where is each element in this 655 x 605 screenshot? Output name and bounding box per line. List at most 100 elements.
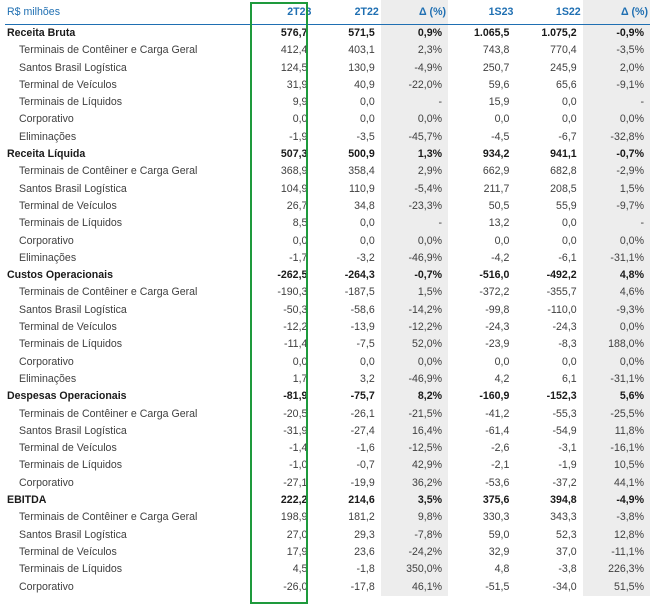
cell-value: -2,1 <box>491 459 510 472</box>
row-label: Corporativo <box>19 355 74 368</box>
cell-value: -5,4% <box>380 180 449 198</box>
table-row: Terminais de Contêiner e Carga Geral -190… <box>5 284 650 302</box>
cell-value: -372,2 <box>479 286 510 299</box>
cell-value: -3,2 <box>356 251 375 264</box>
cell-value: 5,6% <box>582 388 650 406</box>
row-label: Terminais de Contêiner e Carga Geral <box>19 511 198 524</box>
table-row: Terminal de Veículos -1,4 -1,6 -12,5% -2,6 -3… <box>5 440 650 458</box>
cell-value: -16,1% <box>582 440 650 458</box>
cell-value: -7,5 <box>356 338 375 351</box>
cell-value: -46,9% <box>380 370 449 389</box>
cell-value: 9,8% <box>380 509 449 527</box>
table-row: Santos Brasil Logística 27,0 29,3 -7,8% 59,0… <box>5 526 650 544</box>
row-label: Corporativo <box>19 113 74 126</box>
header-2t22: 2T22 <box>313 0 381 25</box>
cell-value: 941,1 <box>550 148 577 161</box>
table-row: Eliminações -1,7 -3,2 -46,9% -4,2 -6,1 -31,1% <box>5 249 650 268</box>
cell-value: 3,5% <box>380 492 449 510</box>
cell-value: 412,4 <box>280 44 308 57</box>
row-label: Terminal de Veículos <box>19 321 117 334</box>
cell-value: 1,5% <box>582 180 650 198</box>
cell-value: 0,9% <box>380 24 449 43</box>
cell-value: 4,8% <box>582 267 650 285</box>
cell-value: 0,0% <box>582 232 650 250</box>
row-label: Receita Bruta <box>7 27 76 39</box>
row-label: EBITDA <box>7 494 47 507</box>
table-row: Terminais de Líquidos -11,4 -7,5 52,0% -23,9… <box>5 336 650 354</box>
cell-value: 181,2 <box>348 511 375 524</box>
cell-value: -19,9 <box>350 476 375 489</box>
cell-value: -14,2% <box>380 301 449 320</box>
cell-value: 682,8 <box>550 165 577 178</box>
cell-value: -17,8 <box>350 580 375 593</box>
cell-value: 37,0 <box>556 545 577 558</box>
cell-value: -46,9% <box>380 249 449 268</box>
row-label: Santos Brasil Logística <box>19 528 127 541</box>
cell-value: -81,9 <box>283 390 308 403</box>
cell-value: 250,7 <box>482 61 510 74</box>
table-row: Eliminações -1,9 -3,5 -45,7% -4,5 -6,7 -32,8% <box>5 128 650 147</box>
cell-value: 55,9 <box>556 199 577 212</box>
table-row: Santos Brasil Logística -50,3 -58,6 -14,2% -… <box>5 301 650 320</box>
cell-value: -12,2% <box>380 319 449 337</box>
row-label: Terminal de Veículos <box>19 199 117 212</box>
cell-value: 130,9 <box>348 61 375 74</box>
cell-value: -190,3 <box>277 286 308 299</box>
table-row: Terminal de Veículos 31,9 40,9 -22,0% 59,6 65… <box>5 76 650 95</box>
cell-value: 10,5% <box>582 457 650 475</box>
row-label: Santos Brasil Logística <box>19 61 127 74</box>
cell-value: -4,9% <box>380 59 449 77</box>
cell-value: 9,9 <box>292 96 308 109</box>
cell-value: -262,5 <box>277 269 308 282</box>
row-label: Terminais de Contêiner e Carga Geral <box>19 286 198 299</box>
table-row: Terminal de Veículos -12,2 -13,9 -12,2% -24,… <box>5 319 650 337</box>
cell-value: -11,1% <box>582 543 650 562</box>
row-label: Santos Brasil Logística <box>19 182 127 195</box>
cell-value: 368,9 <box>280 165 308 178</box>
cell-value: -9,3% <box>582 301 650 320</box>
header-unit: R$ milhões <box>5 0 247 25</box>
header-delta-semester: Δ (%) <box>582 0 650 25</box>
table-row: Terminais de Contêiner e Carga Geral 198,… <box>5 509 650 527</box>
cell-value: -55,3 <box>552 407 577 420</box>
cell-value: 0,0 <box>360 96 375 109</box>
row-label: Terminal de Veículos <box>19 545 117 558</box>
cell-value: 59,0 <box>488 528 510 541</box>
cell-value: -51,5 <box>485 580 510 593</box>
table-row-total: Receita Bruta 576,7 571,5 0,9% 1.065,5 1.075,… <box>5 24 650 43</box>
cell-value: -1,0 <box>289 459 308 472</box>
cell-value: 576,7 <box>280 27 308 39</box>
cell-value: -355,7 <box>546 286 577 299</box>
cell-value: 0,0 <box>561 234 577 247</box>
cell-value: 8,5 <box>292 217 308 230</box>
cell-value: 0,0 <box>292 234 308 247</box>
cell-value: 23,6 <box>354 545 375 558</box>
cell-value: 46,1% <box>380 578 449 596</box>
cell-value: -31,1% <box>582 249 650 268</box>
table-row: Corporativo 0,0 0,0 0,0% 0,0 0,0 0,0% <box>5 111 650 129</box>
cell-value: 31,9 <box>286 78 308 91</box>
row-label: Corporativo <box>19 234 74 247</box>
table-row: Eliminações 1,7 3,2 -46,9% 4,2 6,1 -31,1% <box>5 370 650 389</box>
cell-value: 8,2% <box>380 388 449 406</box>
cell-value: -9,1% <box>582 76 650 95</box>
cell-value: 198,9 <box>280 511 308 524</box>
table-row: Corporativo 0,0 0,0 0,0% 0,0 0,0 0,0% <box>5 232 650 250</box>
cell-value: 211,7 <box>483 182 510 195</box>
row-label: Terminais de Contêiner e Carga Geral <box>19 44 198 57</box>
table-row: Terminal de Veículos 26,7 34,8 -23,3% 50,5 55… <box>5 197 650 216</box>
table-row: Santos Brasil Logística -31,9 -27,4 16,4% -6… <box>5 422 650 441</box>
cell-value: 0,0 <box>494 113 510 126</box>
cell-value: -6,1 <box>558 251 577 264</box>
cell-value: 32,9 <box>488 545 510 558</box>
cell-value: 40,9 <box>354 78 375 91</box>
cell-value: 934,2 <box>482 148 510 161</box>
cell-value: -24,2% <box>380 543 449 562</box>
cell-value: 0,0 <box>360 113 375 126</box>
cell-value: -37,2 <box>552 476 577 489</box>
cell-value: -24,3 <box>552 321 577 334</box>
cell-value: -0,7% <box>582 146 650 164</box>
cell-value: 0,0 <box>360 234 375 247</box>
cell-value: 1,3% <box>380 146 449 164</box>
row-label: Terminais de Líquidos <box>19 338 123 351</box>
